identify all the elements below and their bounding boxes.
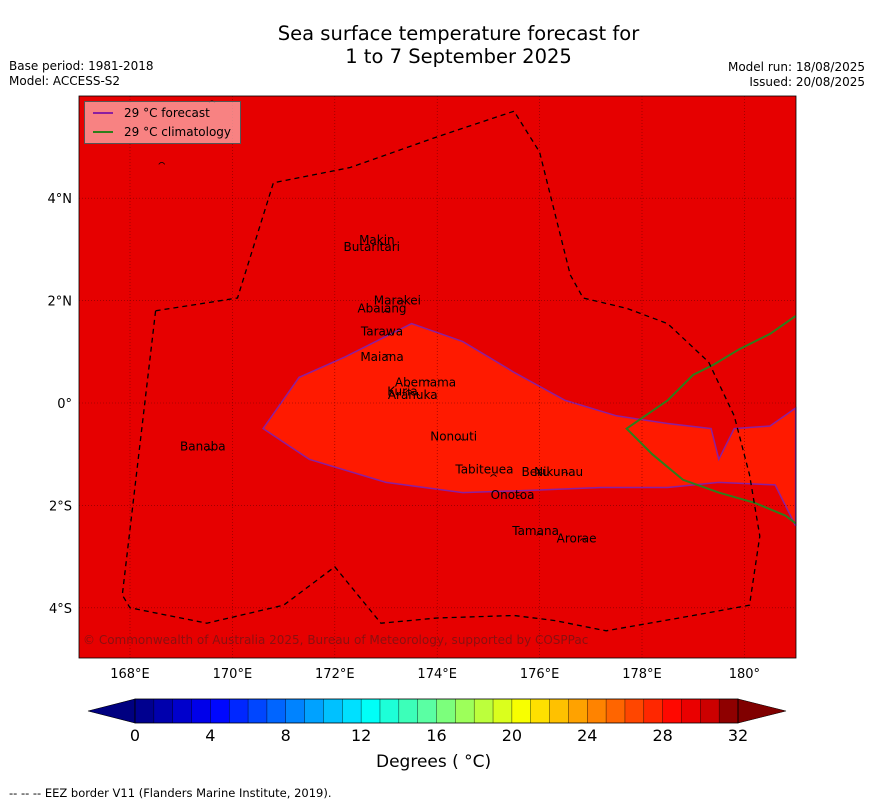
base-period: Base period: 1981-2018 bbox=[9, 59, 154, 73]
model-run: Model run: 18/08/2025 bbox=[727, 60, 865, 74]
copyright-text: © Commonwealth of Australia 2025, Bureau… bbox=[83, 633, 588, 647]
place-label: Onotoa bbox=[491, 488, 535, 502]
island-outline bbox=[536, 533, 543, 536]
forecast-isotherm bbox=[262, 322, 797, 527]
lon-tick-label: 174°E bbox=[417, 667, 457, 682]
colorbar-label: Degrees ( °C) bbox=[376, 752, 492, 772]
climatology-line-swatch bbox=[93, 131, 113, 133]
island-outline bbox=[536, 471, 543, 475]
place-label: Tamana bbox=[511, 524, 559, 538]
legend-item-forecast: 29 °C forecast bbox=[93, 105, 210, 121]
island-outline bbox=[579, 538, 587, 541]
meta-left: Base period: 1981-2018 Model: ACCESS-S2 bbox=[9, 59, 154, 89]
island-outline bbox=[380, 243, 387, 247]
legend-label-forecast: 29 °C forecast bbox=[124, 106, 210, 120]
island-outline bbox=[405, 389, 413, 393]
forecast-line-swatch bbox=[93, 112, 113, 114]
island-outline bbox=[423, 379, 431, 383]
island-outline bbox=[158, 161, 166, 165]
lat-tick-label: 4°N bbox=[48, 192, 73, 207]
island-outline bbox=[385, 353, 392, 357]
place-label: Marakei bbox=[374, 294, 421, 308]
chart-title: Sea surface temperature forecast for 1 t… bbox=[0, 22, 873, 68]
island-outline bbox=[382, 310, 390, 314]
eez-footnote: -- -- -- EEZ border V11 (Flanders Marine… bbox=[9, 786, 332, 800]
place-label: Tarawa bbox=[360, 324, 403, 338]
place-label: Abaiang bbox=[357, 301, 406, 315]
place-label: Tabiteuea bbox=[454, 463, 513, 477]
eez-border bbox=[121, 110, 761, 632]
place-label: Arorae bbox=[557, 532, 597, 546]
island-outline bbox=[456, 438, 464, 442]
place-label: Aranuka bbox=[388, 388, 438, 402]
place-label: Makin bbox=[359, 233, 395, 247]
lon-tick-label: 180° bbox=[729, 667, 760, 682]
legend-item-climatology: 29 °C climatology bbox=[93, 124, 231, 140]
meta-right: Model run: 18/08/2025 Issued: 20/08/2025 bbox=[728, 60, 865, 90]
island-outline bbox=[398, 300, 405, 303]
lat-tick-label: 0° bbox=[57, 397, 72, 412]
place-label: Banaba bbox=[180, 440, 226, 454]
lat-tick-label: 4°S bbox=[49, 602, 72, 617]
island-outline bbox=[490, 474, 497, 477]
place-label: Abemama bbox=[395, 376, 456, 390]
island-outline bbox=[206, 448, 213, 452]
title-line-2: 1 to 7 September 2025 bbox=[345, 45, 572, 68]
legend-label-climatology: 29 °C climatology bbox=[124, 125, 232, 139]
place-label: Maiana bbox=[360, 350, 403, 364]
lon-tick-label: 172°E bbox=[315, 667, 355, 682]
island-outline bbox=[561, 471, 569, 475]
lat-tick-label: 2°N bbox=[48, 295, 73, 310]
issued-date: Issued: 20/08/2025 bbox=[749, 75, 865, 89]
lon-tick-label: 168°E bbox=[110, 667, 150, 682]
lon-tick-label: 170°E bbox=[213, 667, 253, 682]
model-name: Model: ACCESS-S2 bbox=[9, 74, 121, 88]
lon-tick-label: 176°E bbox=[520, 667, 560, 682]
island-outline bbox=[385, 333, 392, 337]
place-label: Butaritari bbox=[344, 240, 401, 254]
place-label: Beru bbox=[522, 465, 550, 479]
title-line-1: Sea surface temperature forecast for bbox=[277, 22, 640, 45]
place-label: Nikunau bbox=[534, 465, 583, 479]
place-label: Kuria bbox=[387, 385, 418, 399]
island-outline bbox=[515, 494, 523, 498]
lat-tick-label: 2°S bbox=[49, 499, 72, 514]
map-legend: 29 °C forecast 29 °C climatology bbox=[84, 101, 241, 144]
island-outline bbox=[413, 393, 421, 397]
map-frame bbox=[78, 95, 797, 659]
place-label: Nonouti bbox=[430, 429, 477, 443]
lon-tick-label: 178°E bbox=[622, 667, 662, 682]
